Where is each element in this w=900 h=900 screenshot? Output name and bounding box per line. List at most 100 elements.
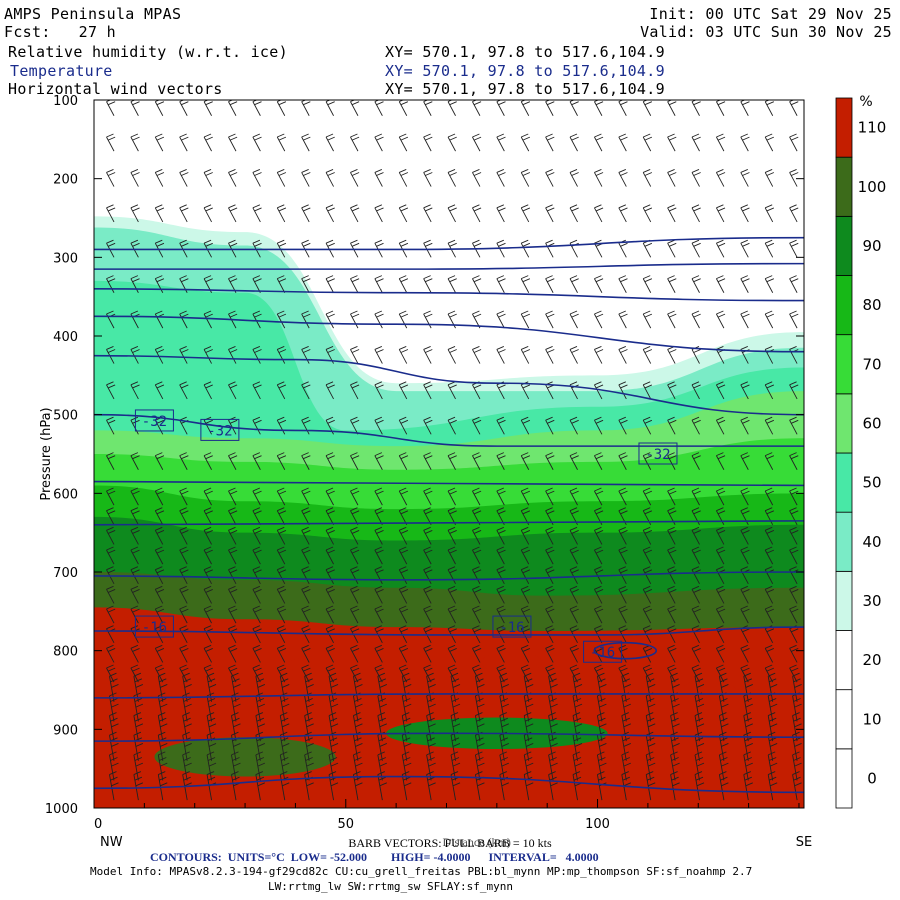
wind-barb-flag: [451, 678, 460, 683]
wind-barb-shaft: [276, 384, 286, 400]
wind-barb-shaft: [691, 242, 700, 258]
wind-barb-shaft: [157, 754, 164, 781]
wind-barb-flag: [618, 204, 626, 209]
wind-barb-flag: [620, 278, 628, 283]
wind-barb-flag: [766, 628, 775, 633]
wind-barb-flag: [377, 771, 386, 775]
wind-barb-flag: [769, 698, 777, 702]
wind-barb-flag: [325, 381, 334, 386]
wind-barb-shaft: [447, 589, 456, 604]
wind-barb-flag: [644, 648, 653, 652]
wind-barb-flag: [374, 310, 383, 315]
wind-barb-flag: [374, 546, 383, 551]
wind-barb-shaft: [377, 676, 383, 702]
contour-label: -32: [200, 418, 240, 441]
wind-barb-flag: [228, 644, 236, 649]
wind-barb-flag: [232, 698, 240, 702]
wind-barb-flag: [594, 507, 602, 512]
wind-barb-shaft: [716, 278, 725, 293]
wind-barb-flag: [521, 507, 529, 512]
wind-barb-flag: [181, 242, 189, 247]
wind-barb-shaft: [182, 754, 188, 781]
wind-barb-flag: [789, 487, 797, 492]
wind-barb-flag: [303, 589, 311, 593]
wind-barb-flag: [742, 207, 750, 212]
wind-barb-shaft: [154, 136, 164, 152]
wind-barb-flag: [400, 589, 409, 593]
wind-barb-flag: [501, 684, 509, 688]
wind-barb-shaft: [594, 242, 603, 258]
wind-barb-flag: [720, 737, 728, 742]
wind-barb-shaft: [667, 349, 676, 364]
wind-barb-shaft: [304, 695, 310, 722]
wind-barb-shaft: [228, 648, 237, 663]
wind-barb-flag: [379, 703, 388, 708]
wind-barb-flag: [794, 703, 802, 708]
wind-barb-shaft: [374, 608, 383, 624]
wind-barb-shaft: [325, 589, 334, 604]
wind-barb-flag: [179, 644, 187, 649]
wind-barb-shaft: [496, 667, 505, 683]
wind-barb-flag: [130, 275, 139, 280]
wind-barb-shaft: [450, 676, 456, 702]
wind-barb-shaft: [276, 549, 286, 565]
wind-barb-shaft: [450, 735, 456, 761]
wind-barb-shaft: [694, 735, 700, 761]
wind-barb-shaft: [691, 349, 700, 364]
wind-barb-flag: [255, 712, 264, 716]
wind-barb-flag: [399, 605, 407, 610]
wind-barb-shaft: [472, 384, 481, 400]
wind-barb-flag: [447, 204, 456, 209]
wind-barb-flag: [277, 625, 285, 630]
wind-barb-shaft: [301, 384, 310, 400]
wind-barb-flag: [181, 608, 189, 613]
wind-barb-shaft: [154, 101, 164, 116]
wind-barb-flag: [181, 667, 189, 672]
wind-barb-shaft: [276, 589, 286, 604]
wind-barb-flag: [744, 757, 752, 761]
wind-barb-flag: [521, 416, 529, 421]
wind-barb-flag: [205, 172, 213, 176]
wind-barb-flag: [106, 526, 114, 531]
wind-barb-flag: [427, 717, 435, 722]
wind-barb-shaft: [520, 648, 530, 663]
wind-barb-flag: [228, 168, 236, 173]
wind-barb-shaft: [764, 549, 774, 565]
colorbar-label: 80: [862, 296, 881, 314]
wind-barb-flag: [719, 731, 727, 736]
wind-barb-flag: [742, 490, 750, 495]
wind-barb-flag: [717, 172, 726, 176]
wind-barb-shaft: [276, 628, 286, 644]
wind-barb-flag: [327, 490, 335, 495]
wind-barb-shaft: [472, 242, 481, 258]
wind-barb-shaft: [353, 774, 359, 801]
wind-barb-flag: [179, 345, 187, 350]
wind-barb-flag: [740, 452, 748, 457]
wind-barb-shaft: [642, 101, 652, 116]
wind-barb-flag: [791, 589, 799, 593]
wind-barb-flag: [303, 608, 311, 613]
wind-barb-flag: [569, 275, 578, 280]
wind-barb-flag: [130, 133, 139, 138]
wind-barb-flag: [791, 510, 799, 515]
wind-barb-flag: [107, 569, 116, 574]
wind-barb-flag: [181, 172, 189, 176]
wind-barb-flag: [648, 762, 656, 767]
wind-barb-flag: [620, 207, 628, 212]
wind-barb-flag: [667, 566, 675, 571]
wind-barb-shaft: [423, 136, 432, 152]
wind-barb-flag: [794, 762, 802, 767]
wind-barb-flag: [135, 762, 144, 767]
wind-barb-flag: [423, 507, 431, 512]
wind-barb-flag: [254, 510, 262, 515]
wind-barb-flag: [696, 782, 705, 787]
wind-barb-shaft: [594, 628, 603, 644]
wind-barb-flag: [693, 313, 701, 318]
wind-barb-flag: [403, 698, 411, 702]
wind-barb-flag: [106, 416, 114, 421]
wind-barb-flag: [669, 490, 677, 495]
wind-barb-flag: [252, 168, 261, 173]
wind-barb-flag: [647, 757, 655, 761]
wind-barb-shaft: [252, 490, 261, 506]
wind-barb-flag: [550, 743, 558, 747]
